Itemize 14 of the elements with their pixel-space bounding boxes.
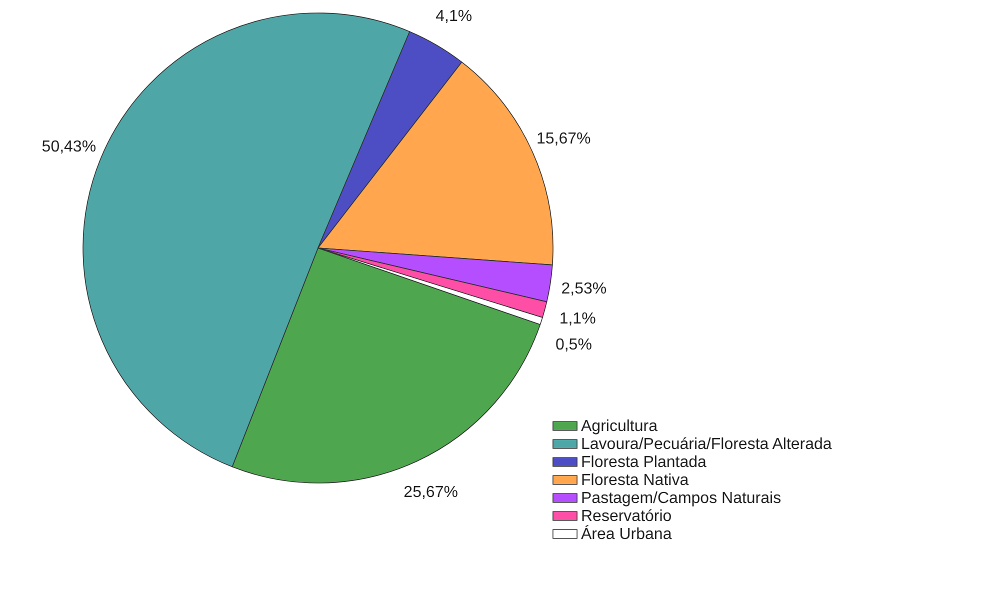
data-label: 15,67%	[536, 130, 591, 148]
legend-label: Pastagem/Campos Naturais	[581, 490, 782, 507]
data-label: 2,53%	[561, 280, 607, 298]
legend-label: Lavoura/Pecuária/Floresta Alterada	[581, 436, 832, 453]
data-label: 25,67%	[404, 484, 458, 502]
data-label: 0,5%	[555, 336, 592, 354]
legend-label: Reservatório	[581, 508, 672, 525]
legend-label: Agricultura	[581, 418, 658, 435]
legend-label: Floresta Nativa	[581, 472, 689, 489]
legend-label: Área Urbana	[581, 525, 672, 543]
legend-label: Floresta Plantada	[581, 454, 707, 471]
data-label: 50,43%	[42, 138, 96, 156]
data-label: 1,1%	[559, 310, 596, 328]
data-label: 4,1%	[436, 8, 472, 25]
